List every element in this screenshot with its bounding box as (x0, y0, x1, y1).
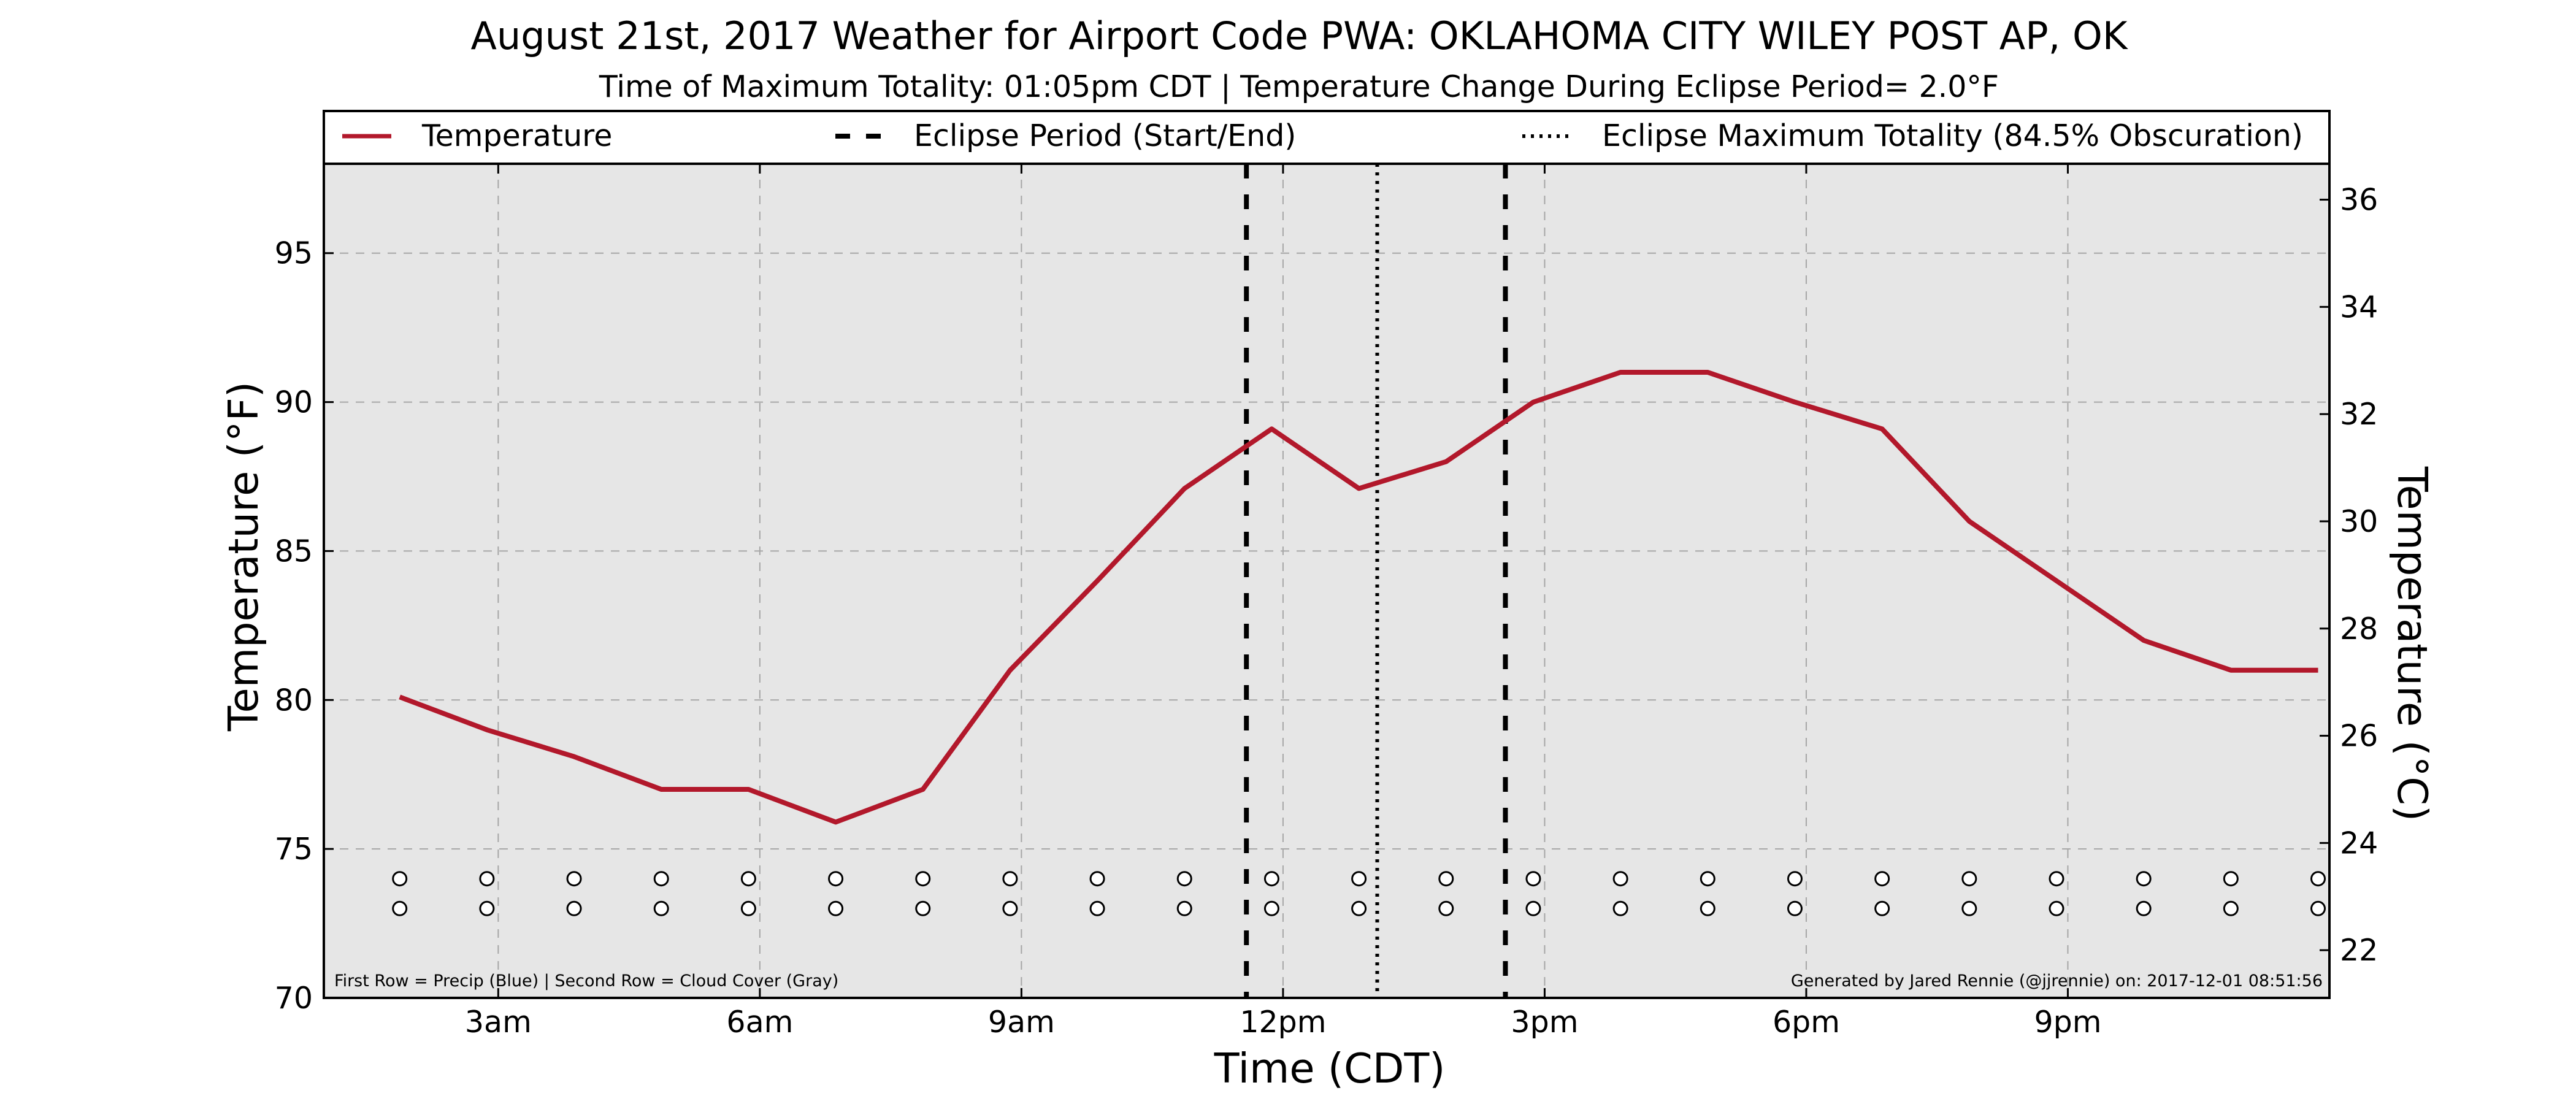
precip-marker (1612, 871, 1628, 887)
legend-box (323, 110, 2331, 165)
precip-marker (1874, 871, 1890, 887)
cloud-cover-marker (1612, 900, 1628, 916)
precip-marker (915, 871, 931, 887)
cloud-cover-marker (2223, 900, 2239, 916)
cloud-cover-marker (1089, 900, 1105, 916)
y-tick-label-right: 34 (2340, 289, 2378, 324)
y-axis-label-right: Temperature (°C) (2388, 466, 2436, 821)
y-tick-label-left: 75 (275, 832, 313, 867)
temperature-line (399, 370, 2318, 825)
cloud-cover-marker (915, 900, 931, 916)
chart-subtitle: Time of Maximum Totality: 01:05pm CDT | … (599, 69, 1999, 104)
precip-marker (1787, 871, 1803, 887)
temperature-series (399, 370, 2318, 825)
cloud-cover-marker (1787, 900, 1803, 916)
precip-marker (2310, 871, 2326, 887)
legend-label-temperature: Temperature (421, 118, 612, 153)
y-tick-label-right: 24 (2340, 826, 2378, 861)
credit-note: Generated by Jared Rennie (@jjrennie) on… (1791, 972, 2323, 991)
y-tick-label-left: 95 (275, 236, 313, 271)
x-tick-label: 6am (726, 1005, 793, 1040)
cloud-cover-marker (1002, 900, 1018, 916)
precip-marker (1961, 871, 1977, 887)
chart-title: August 21st, 2017 Weather for Airport Co… (471, 13, 2128, 58)
precip-marker (2136, 871, 2152, 887)
x-axis-label: Time (CDT) (1214, 1045, 1446, 1092)
eclipse-lines (1244, 164, 1508, 998)
precip-marker (479, 871, 495, 887)
precip-marker (1089, 871, 1105, 887)
precip-marker (1176, 871, 1192, 887)
y-tick-label-right: 30 (2340, 504, 2378, 539)
cloud-cover-marker (1263, 900, 1279, 916)
y-tick-label-right: 36 (2340, 183, 2378, 218)
precip-marker (1700, 871, 1715, 887)
cloud-cover-marker (392, 900, 408, 916)
cloud-cover-marker (1176, 900, 1192, 916)
cloud-cover-marker (1351, 900, 1367, 916)
x-tick-label: 9pm (2034, 1005, 2101, 1040)
y-tick-label-right: 26 (2340, 719, 2378, 754)
x-tick-label: 12pm (1240, 1005, 1326, 1040)
x-tick-label: 3pm (1511, 1005, 1578, 1040)
precip-marker (1438, 871, 1454, 887)
y-tick-label-right: 28 (2340, 611, 2378, 646)
x-tick-label: 3am (465, 1005, 532, 1040)
cloud-cover-marker (653, 900, 669, 916)
precip-marker (2049, 871, 2064, 887)
axis-ticks: 3am 6am 9am 12pm 3pm 6pm 9pm 70 75 80 85 90 95 22 24 26… (275, 164, 2378, 1040)
legend-label-eclipse-max: Eclipse Maximum Totality (84.5% Obscurat… (1602, 118, 2303, 153)
y-tick-label-left: 80 (275, 683, 313, 718)
precip-marker (1525, 871, 1541, 887)
x-tick-label: 9am (988, 1005, 1055, 1040)
cloud-cover-marker (479, 900, 495, 916)
precip-marker (1263, 871, 1279, 887)
y-tick-label-left: 85 (275, 534, 313, 569)
precip-marker (566, 871, 582, 887)
cloud-cover-marker (566, 900, 582, 916)
cloud-cover-marker (1438, 900, 1454, 916)
precip-marker (828, 871, 844, 887)
legend-label-eclipse-period: Eclipse Period (Start/End) (914, 118, 1296, 153)
x-tick-label: 6pm (1773, 1005, 1840, 1040)
precip-marker (2223, 871, 2239, 887)
cloud-cover-marker (2136, 900, 2152, 916)
y-tick-label-left: 70 (275, 981, 313, 1016)
cloud-cover-marker (1874, 900, 1890, 916)
grid-lines (324, 164, 2329, 998)
cloud-cover-marker (740, 900, 756, 916)
cloud-cover-marker (1700, 900, 1715, 916)
precip-marker (1351, 871, 1367, 887)
precip-marker (653, 871, 669, 887)
y-tick-label-left: 90 (275, 385, 313, 420)
precip-marker (740, 871, 756, 887)
cloud-cover-marker (1525, 900, 1541, 916)
y-tick-label-right: 22 (2340, 933, 2378, 968)
precip-marker (392, 871, 408, 887)
cloud-cover-marker (2049, 900, 2064, 916)
y-axis-label-left: Temperature (°F) (220, 381, 267, 732)
legend: Temperature Eclipse Period (Start/End) E… (323, 110, 2331, 165)
y-tick-label-right: 32 (2340, 397, 2378, 432)
precip-marker (1002, 871, 1018, 887)
cloud-cover-marker (828, 900, 844, 916)
cloud-cover-marker (2310, 900, 2326, 916)
observation-markers (392, 871, 2326, 916)
cloud-cover-marker (1961, 900, 1977, 916)
plot-area (324, 164, 2329, 998)
rows-note: First Row = Precip (Blue) | Second Row =… (334, 972, 838, 991)
